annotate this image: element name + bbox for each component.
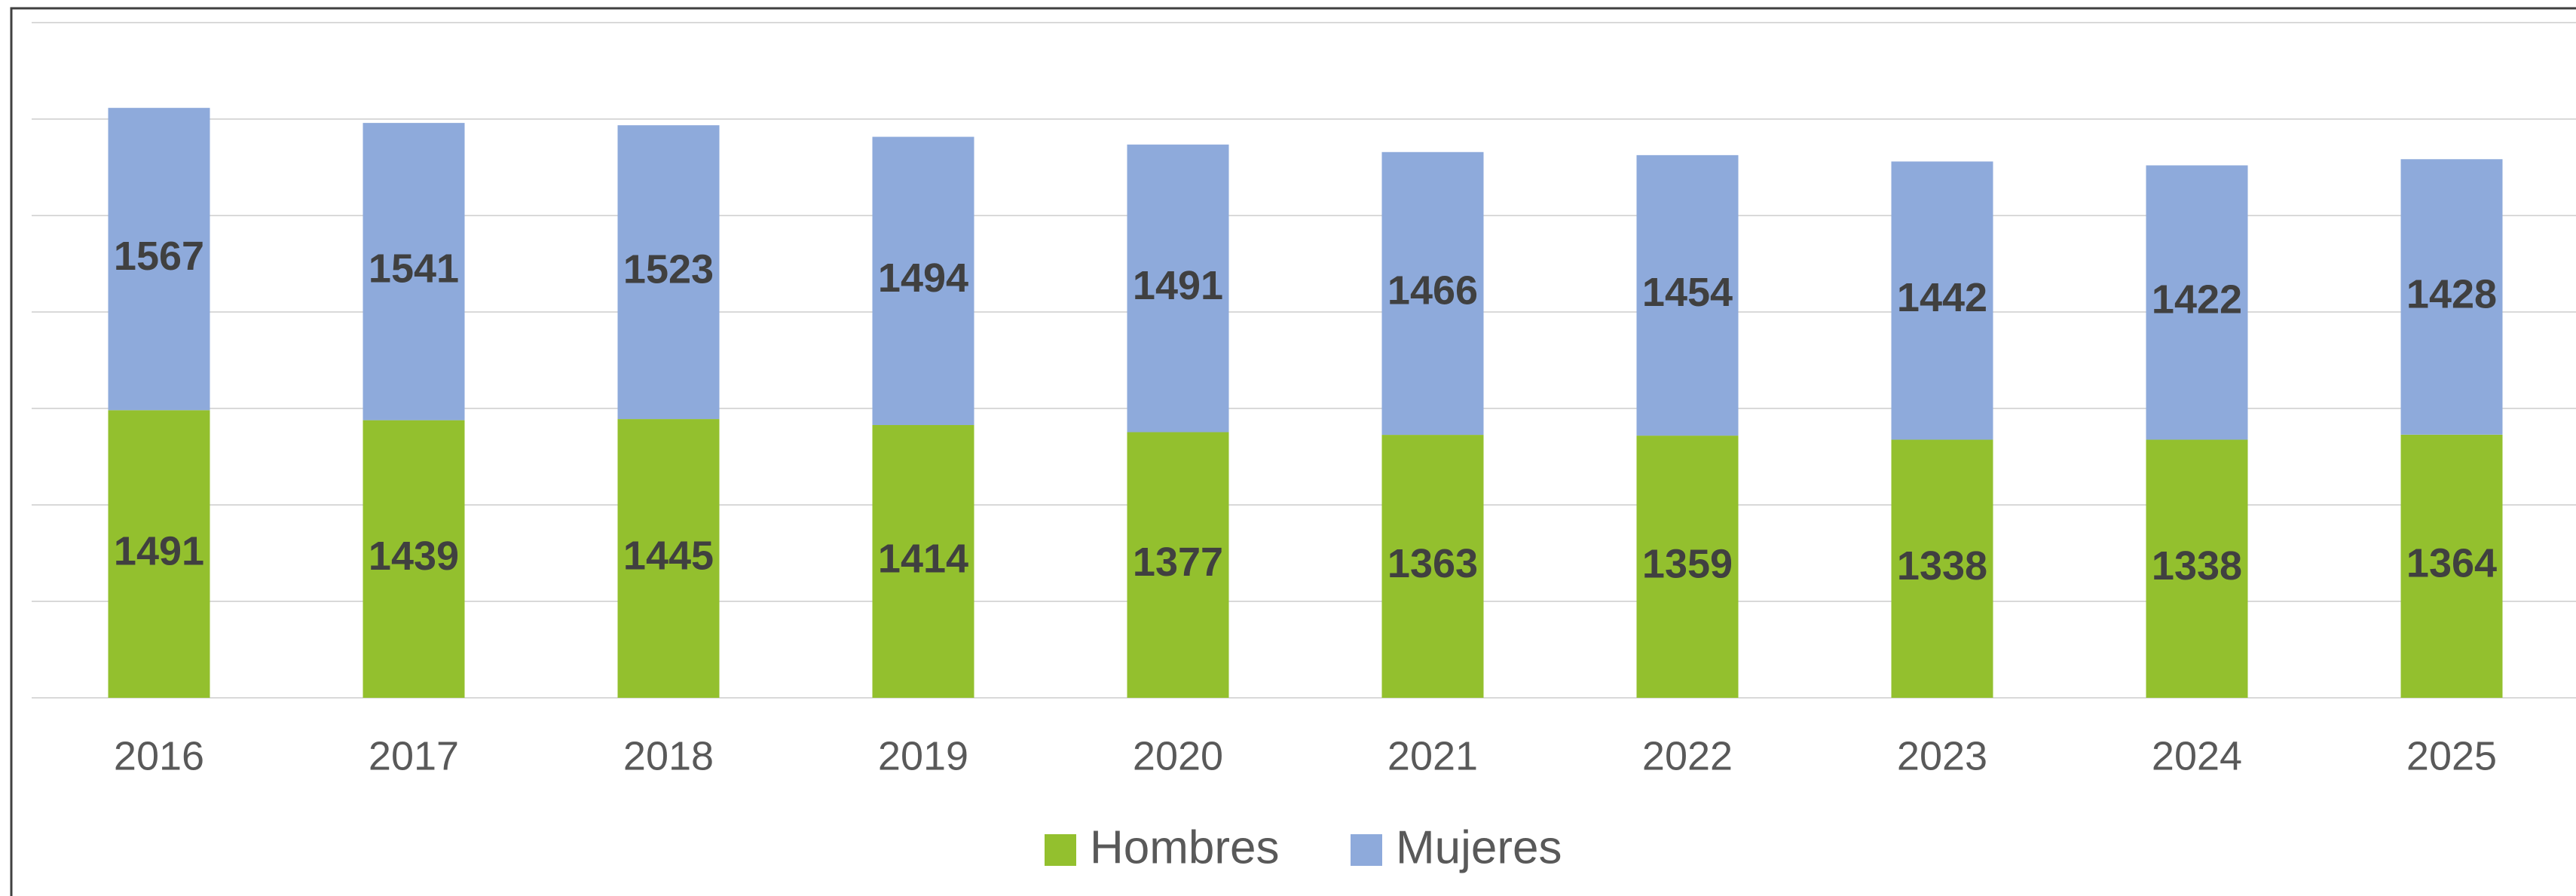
legend-label: Mujeres xyxy=(1396,821,1562,873)
legend-swatch xyxy=(1351,834,1382,866)
data-label: 1454 xyxy=(1642,270,1733,315)
x-tick-label: 2019 xyxy=(878,733,968,778)
data-label: 1377 xyxy=(1133,540,1223,585)
data-label: 1422 xyxy=(2152,277,2242,323)
bar-segment xyxy=(1381,435,1484,698)
data-label: 1442 xyxy=(1897,275,1987,320)
data-label: 1364 xyxy=(2406,541,2497,586)
data-label: 1494 xyxy=(878,255,968,301)
data-label: 1491 xyxy=(114,528,204,573)
x-tick-label: 2016 xyxy=(114,733,204,778)
legend-swatch xyxy=(1045,834,1076,866)
bar-segment xyxy=(108,410,210,698)
bar-segment xyxy=(108,108,210,411)
bar-segment xyxy=(2146,165,2248,440)
data-label: 1445 xyxy=(623,533,714,578)
bar-segment xyxy=(1127,144,1229,433)
bar-segment xyxy=(1636,154,1739,436)
data-label: 1567 xyxy=(114,234,204,279)
data-label: 1338 xyxy=(2152,543,2242,589)
x-tick-label: 2021 xyxy=(1387,733,1478,778)
bar-segment xyxy=(1127,432,1229,698)
bar-segment xyxy=(1891,439,1993,698)
x-tick-label: 2024 xyxy=(2152,733,2242,778)
bar-segment xyxy=(363,123,465,420)
data-label: 1491 xyxy=(1133,263,1223,308)
bar-segment xyxy=(617,125,720,420)
x-tick-label: 2020 xyxy=(1133,733,1223,778)
data-label: 1414 xyxy=(878,536,968,581)
data-label: 1359 xyxy=(1642,541,1733,586)
data-label: 1338 xyxy=(1897,543,1987,589)
x-tick-label: 2022 xyxy=(1642,733,1733,778)
x-tick-label: 2023 xyxy=(1897,733,1987,778)
data-label: 1523 xyxy=(623,246,714,292)
legend-label: Hombres xyxy=(1090,821,1280,873)
bar-segment xyxy=(363,420,465,698)
bar-segment xyxy=(617,419,720,698)
bar-segment xyxy=(1636,436,1739,698)
bar-segment xyxy=(1381,151,1484,436)
bar-segment xyxy=(2400,434,2503,698)
chart-frame xyxy=(10,7,2576,896)
bar-segment xyxy=(872,425,974,698)
x-tick-label: 2017 xyxy=(369,733,459,778)
bar-segment xyxy=(2400,159,2503,435)
bar-segment xyxy=(2146,439,2248,698)
data-label: 1428 xyxy=(2406,271,2497,317)
x-tick-label: 2025 xyxy=(2406,733,2497,778)
x-tick-label: 2018 xyxy=(623,733,714,778)
data-label: 1541 xyxy=(369,246,459,292)
bar-segment xyxy=(1891,161,1993,440)
bar-segment xyxy=(872,136,974,426)
data-label: 1439 xyxy=(369,534,459,579)
data-label: 1466 xyxy=(1387,268,1478,313)
data-label: 1363 xyxy=(1387,541,1478,586)
